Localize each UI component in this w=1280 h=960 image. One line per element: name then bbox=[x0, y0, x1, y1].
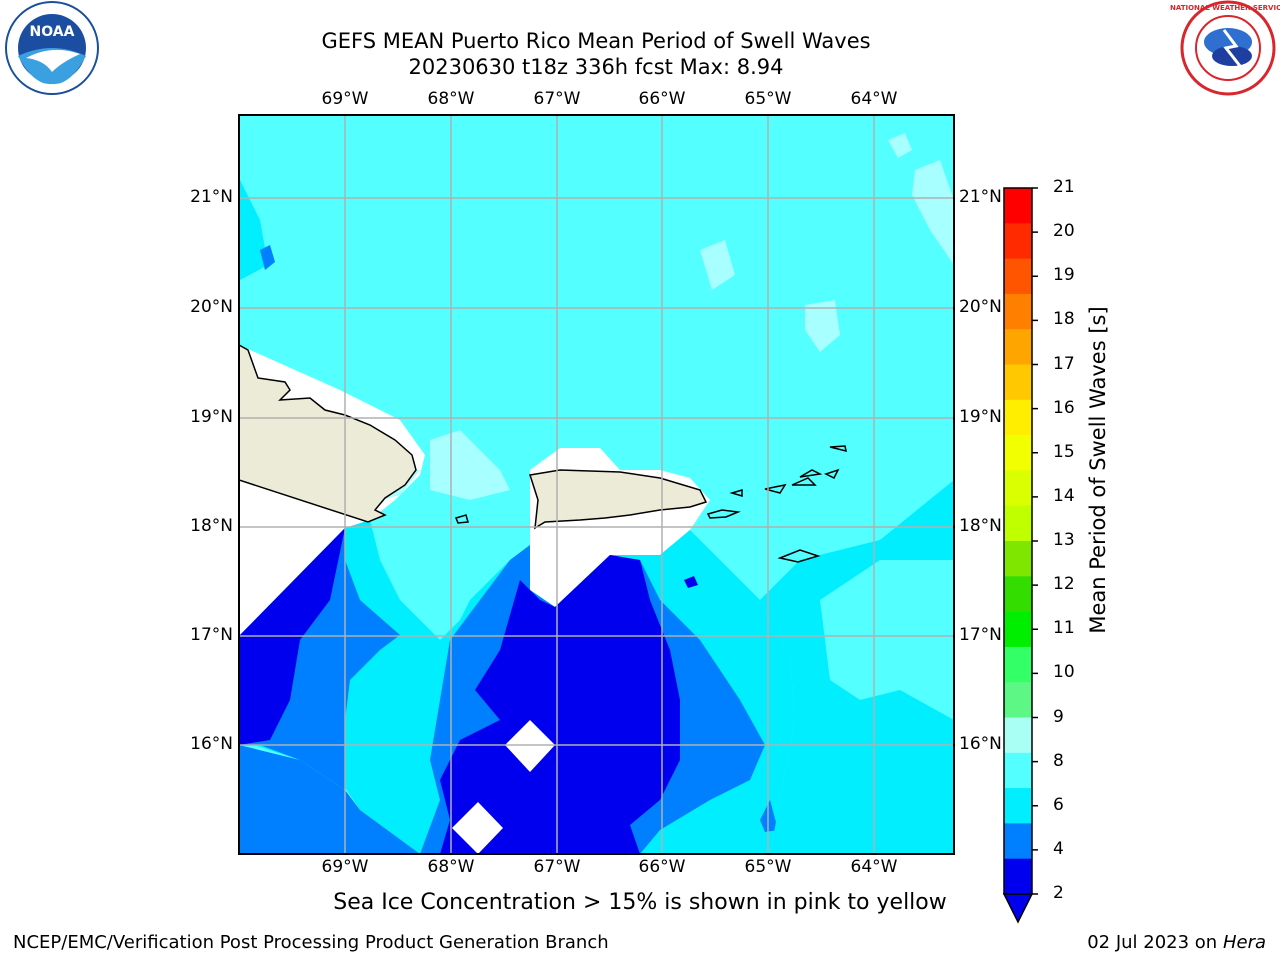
field-2-4-central bbox=[440, 555, 680, 854]
colorbar-tick-label: 2 bbox=[1053, 883, 1064, 903]
swell-period-field bbox=[239, 115, 954, 854]
nws-logo: NATIONAL WEATHER SERVICE bbox=[1170, 0, 1280, 96]
lat-lon-grid bbox=[239, 115, 954, 854]
colorbar-swatch bbox=[1004, 611, 1032, 648]
culebra-island bbox=[729, 488, 743, 498]
colorbar-tick-label: 14 bbox=[1053, 485, 1075, 506]
lon-label-top: 69°W bbox=[321, 89, 369, 109]
colorbar-tick-label: 17 bbox=[1053, 353, 1075, 374]
colorbar-swatch bbox=[1004, 258, 1032, 295]
colorbar-tick-label: 6 bbox=[1053, 794, 1064, 815]
colorbar-swatch bbox=[1004, 293, 1032, 330]
lon-label-bottom: 65°W bbox=[744, 857, 792, 877]
lat-label-left: 18°N bbox=[190, 516, 233, 536]
colorbar-tick-label: 13 bbox=[1053, 530, 1075, 550]
lat-label-left: 19°N bbox=[190, 407, 233, 427]
lat-label-left: 16°N bbox=[190, 734, 233, 754]
lat-label-left: 21°N bbox=[190, 187, 233, 207]
footer-date: 02 Jul 2023 on Hera bbox=[1087, 932, 1266, 953]
vieques-island bbox=[706, 509, 741, 519]
colorbar-swatch bbox=[1004, 717, 1032, 754]
lon-label-bottom: 69°W bbox=[321, 857, 369, 877]
mona-island bbox=[454, 514, 469, 524]
colorbar-swatch bbox=[1004, 541, 1032, 577]
colorbar-swatch bbox=[1004, 788, 1032, 824]
colorbar-swatch bbox=[1004, 752, 1032, 789]
field-patch bbox=[260, 245, 275, 270]
colorbar-tick-label: 8 bbox=[1053, 750, 1064, 771]
colorbar-swatch bbox=[1004, 435, 1032, 471]
colorbar bbox=[1002, 187, 1038, 924]
lon-label-bottom: 66°W bbox=[638, 857, 686, 877]
colorbar-tick-label: 21 bbox=[1053, 177, 1075, 197]
field-patch bbox=[700, 240, 735, 290]
lat-label-right: 18°N bbox=[959, 516, 1002, 536]
map-subtitle-forecast: 20230630 t18z 336h fcst Max: 8.94 bbox=[408, 55, 784, 79]
lon-label-top: 66°W bbox=[638, 89, 686, 109]
colorbar-tick-label: 12 bbox=[1053, 574, 1075, 595]
footer-branch: NCEP/EMC/Verification Post Processing Pr… bbox=[13, 932, 609, 953]
lat-label-left: 20°N bbox=[190, 297, 233, 317]
colorbar-swatch bbox=[1004, 823, 1032, 860]
field-4-6-southwest bbox=[239, 745, 420, 854]
lon-label-bottom: 68°W bbox=[427, 857, 475, 877]
colorbar-tick-label: 20 bbox=[1053, 221, 1075, 242]
lat-label-right: 20°N bbox=[959, 297, 1002, 317]
colorbar-swatch bbox=[1004, 470, 1032, 507]
masked-region bbox=[505, 720, 555, 772]
lat-label-right: 17°N bbox=[959, 625, 1002, 645]
field-patch bbox=[760, 800, 778, 832]
colorbar-tick-label: 18 bbox=[1053, 309, 1075, 330]
field-4-6-west bbox=[239, 528, 400, 790]
colorbar-swatch bbox=[1004, 505, 1032, 542]
lat-label-right: 21°N bbox=[959, 187, 1002, 207]
colorbar-swatch bbox=[1004, 188, 1032, 224]
lon-label-top: 67°W bbox=[533, 89, 581, 109]
colorbar-swatch bbox=[1004, 576, 1032, 613]
field-patch bbox=[912, 160, 954, 265]
masked-region bbox=[452, 802, 503, 854]
colorbar-swatch bbox=[1004, 329, 1032, 365]
field-patch bbox=[240, 180, 268, 280]
colorbar-tick-label: 19 bbox=[1053, 265, 1075, 286]
noaa-logo: NOAA bbox=[5, 1, 99, 95]
colorbar-tick-label: 15 bbox=[1053, 441, 1075, 462]
colorbar-swatch bbox=[1004, 646, 1032, 683]
field-8-9-east bbox=[820, 560, 954, 720]
lat-label-right: 19°N bbox=[959, 407, 1002, 427]
colorbar-swatch bbox=[1004, 364, 1032, 401]
nws-logo-text: NATIONAL WEATHER SERVICE bbox=[1170, 4, 1280, 12]
lon-label-bottom: 67°W bbox=[533, 857, 581, 877]
lon-label-top: 64°W bbox=[850, 89, 898, 109]
colorbar-tick-label: 16 bbox=[1053, 397, 1075, 418]
field-patch bbox=[684, 576, 698, 588]
colorbar-swatch bbox=[1004, 399, 1032, 436]
lon-label-top: 68°W bbox=[427, 89, 475, 109]
colorbar-tick-label: 4 bbox=[1053, 838, 1064, 859]
lon-label-bottom: 64°W bbox=[850, 857, 898, 877]
lat-label-right: 16°N bbox=[959, 734, 1002, 754]
colorbar-title: Mean Period of Swell Waves [s] bbox=[1086, 306, 1110, 634]
noaa-logo-text: NOAA bbox=[30, 24, 75, 40]
virgin-islands bbox=[764, 445, 847, 494]
lat-label-left: 17°N bbox=[190, 625, 233, 645]
field-patch bbox=[805, 300, 840, 352]
footer-date-text: 02 Jul 2023 on bbox=[1087, 932, 1223, 953]
field-patch bbox=[430, 430, 510, 500]
st-croix-island bbox=[777, 549, 821, 563]
footer-machine: Hera bbox=[1222, 932, 1266, 953]
map-frame bbox=[238, 114, 955, 855]
colorbar-tick-label: 9 bbox=[1053, 706, 1064, 727]
colorbar-swatch bbox=[1004, 682, 1032, 718]
colorbar-swatch bbox=[1004, 858, 1032, 895]
lon-label-top: 65°W bbox=[744, 89, 792, 109]
sea-ice-note: Sea Ice Concentration > 15% is shown in … bbox=[333, 890, 947, 915]
hispaniola-land bbox=[239, 344, 417, 523]
colorbar-tick-label: 11 bbox=[1053, 618, 1075, 639]
colorbar-swatch bbox=[1004, 223, 1032, 260]
map-title: GEFS MEAN Puerto Rico Mean Period of Swe… bbox=[321, 29, 871, 53]
colorbar-tick-label: 10 bbox=[1053, 662, 1075, 683]
field-patch bbox=[888, 133, 912, 158]
